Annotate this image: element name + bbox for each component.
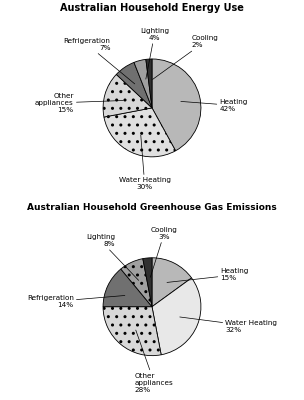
Text: Water Heating
30%: Water Heating 30% bbox=[119, 135, 171, 190]
Text: Refrigeration
7%: Refrigeration 7% bbox=[64, 38, 135, 84]
Text: Refrigeration
14%: Refrigeration 14% bbox=[27, 295, 125, 308]
Text: Cooling
2%: Cooling 2% bbox=[153, 35, 218, 80]
Text: Other
appliances
15%: Other appliances 15% bbox=[35, 93, 123, 113]
Text: Lighting
4%: Lighting 4% bbox=[140, 28, 169, 79]
Wedge shape bbox=[103, 269, 152, 307]
Title: Australian Household Greenhouse Gas Emissions: Australian Household Greenhouse Gas Emis… bbox=[27, 202, 277, 212]
Wedge shape bbox=[146, 59, 152, 108]
Text: Lighting
8%: Lighting 8% bbox=[86, 234, 139, 280]
Wedge shape bbox=[103, 74, 152, 117]
Wedge shape bbox=[134, 59, 152, 108]
Text: Other
appliances
28%: Other appliances 28% bbox=[135, 330, 174, 392]
Wedge shape bbox=[104, 108, 176, 157]
Wedge shape bbox=[103, 307, 161, 356]
Text: Heating
42%: Heating 42% bbox=[181, 99, 248, 112]
Text: Water Heating
32%: Water Heating 32% bbox=[180, 317, 277, 333]
Wedge shape bbox=[143, 258, 152, 307]
Wedge shape bbox=[152, 258, 192, 307]
Title: Australian Household Energy Use: Australian Household Energy Use bbox=[60, 3, 244, 13]
Text: Heating
15%: Heating 15% bbox=[167, 268, 249, 282]
Text: Cooling
3%: Cooling 3% bbox=[150, 227, 178, 277]
Wedge shape bbox=[116, 62, 152, 108]
Wedge shape bbox=[152, 278, 201, 355]
Wedge shape bbox=[121, 259, 152, 307]
Wedge shape bbox=[152, 59, 201, 151]
